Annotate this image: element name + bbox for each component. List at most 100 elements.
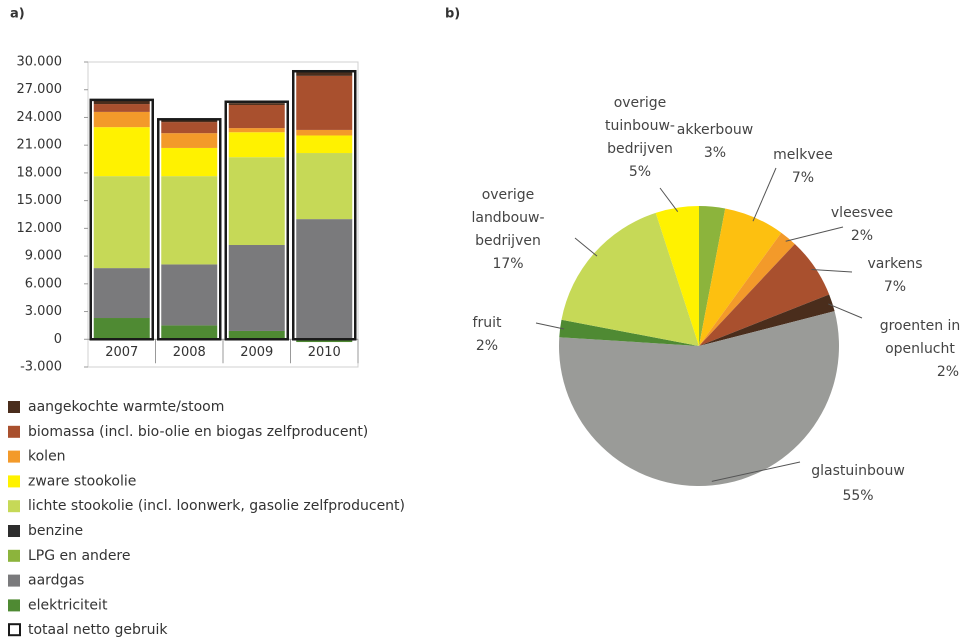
- slice-label: overige: [614, 95, 667, 111]
- bar-segment: [93, 99, 150, 105]
- slice-value-label: 55%: [842, 488, 873, 504]
- slice-label: bedrijven: [475, 233, 541, 249]
- bar-segment: [93, 268, 150, 319]
- panel-label: b): [445, 7, 460, 22]
- y-tick-label: 30.000: [17, 55, 63, 70]
- leader-line: [828, 303, 863, 319]
- legend-swatch: [8, 574, 20, 587]
- bar-segment: [296, 129, 353, 136]
- leader-line: [574, 237, 598, 257]
- legend-swatch: [8, 425, 20, 438]
- bar-segment: [161, 264, 218, 326]
- pie-slice: [699, 243, 830, 346]
- x-tick-label: 2009: [240, 345, 273, 360]
- legend-swatch: [8, 500, 20, 513]
- pie-slice: [655, 206, 699, 346]
- bar-segment: [296, 219, 353, 340]
- bar-segment: [161, 133, 218, 148]
- leader-line: [659, 187, 679, 212]
- slice-value-label: 7%: [884, 279, 906, 295]
- legend-label: elektriciteit: [28, 597, 108, 613]
- legend-label: lichte stookolie (incl. loonwerk, gasoli…: [28, 498, 405, 514]
- pie-slice: [699, 208, 782, 346]
- bar-segment: [93, 111, 150, 128]
- leader-line: [811, 269, 853, 273]
- slice-value-label: 3%: [704, 145, 726, 161]
- slice-value-label: 5%: [629, 164, 651, 180]
- bar-segment: [161, 147, 218, 177]
- bar-segment: [93, 176, 150, 269]
- legend-label: LPG en andere: [28, 548, 131, 564]
- bar-segment: [296, 75, 353, 130]
- legend-label: aangekochte warmte/stoom: [28, 399, 224, 415]
- bar-segment: [161, 122, 218, 134]
- slice-label: fruit: [473, 315, 502, 331]
- bar-segment: [228, 104, 285, 129]
- bar-segment: [228, 157, 285, 245]
- y-tick-label: 3.000: [25, 304, 62, 319]
- y-tick-label: 27.000: [17, 82, 63, 97]
- slice-label: varkens: [867, 256, 922, 272]
- bar-segment: [228, 132, 285, 158]
- bar-segment: [93, 104, 150, 112]
- slice-label: vleesvee: [831, 205, 893, 221]
- legend-label: totaal netto gebruik: [28, 622, 168, 638]
- y-tick-label: 24.000: [17, 110, 63, 125]
- slice-label: melkvee: [773, 147, 833, 163]
- y-tick-label: 12.000: [17, 221, 63, 236]
- bar-segment: [161, 120, 218, 123]
- y-tick-label: 9.000: [25, 249, 62, 264]
- legend-label: kolen: [28, 449, 66, 465]
- x-tick-label: 2007: [105, 345, 138, 360]
- plot-frame: [87, 61, 359, 368]
- slice-value-label: 2%: [937, 364, 959, 380]
- bar-segment: [296, 72, 353, 76]
- legend-swatch: [8, 475, 20, 488]
- slice-value-label: 2%: [851, 228, 873, 244]
- legend-swatch: [8, 549, 20, 562]
- slice-label: overige: [482, 187, 535, 203]
- y-tick-label: -3.000: [20, 360, 62, 375]
- slice-label: akkerbouw: [677, 122, 753, 138]
- legend-label: zware stookolie: [28, 473, 136, 489]
- bar-segment: [296, 153, 353, 220]
- x-tick-label: 2010: [308, 345, 341, 360]
- slice-label: tuinbouw-: [605, 118, 675, 134]
- bar-segment: [228, 103, 285, 105]
- leader-line: [785, 226, 844, 242]
- legend-label: aardgas: [28, 573, 84, 589]
- pie-slice: [561, 212, 699, 346]
- bar-segment: [93, 127, 150, 177]
- legend-swatch: [8, 450, 20, 463]
- y-tick-label: 0: [54, 332, 62, 347]
- legend-swatch: [8, 623, 21, 637]
- slice-label: openlucht: [885, 341, 955, 357]
- legend-swatch: [8, 599, 20, 612]
- bar-segment: [296, 135, 353, 154]
- slice-value-label: 17%: [492, 256, 523, 272]
- y-tick-label: 18.000: [17, 165, 63, 180]
- x-tick-label: 2008: [173, 345, 206, 360]
- slice-value-label: 7%: [792, 170, 814, 186]
- slice-label: landbouw-: [471, 210, 544, 226]
- total-box: [292, 69, 357, 341]
- legend-swatch: [8, 401, 20, 413]
- leader-line: [535, 322, 565, 330]
- bar-segment: [228, 245, 285, 331]
- total-box: [89, 98, 154, 341]
- y-tick-label: 6.000: [25, 276, 62, 291]
- slice-label: groenten in: [880, 318, 961, 334]
- legend-swatch: [8, 525, 20, 537]
- slice-label: glastuinbouw: [811, 463, 905, 479]
- bar-segment: [228, 128, 285, 133]
- legend-label: biomassa (incl. bio-olie en biogas zelfp…: [28, 424, 368, 440]
- leader-line: [711, 461, 801, 482]
- pie-slice: [699, 206, 726, 346]
- bar-segment: [93, 318, 150, 340]
- pie-slice: [699, 294, 835, 346]
- leader-line: [752, 167, 777, 222]
- bar-segment: [228, 330, 285, 340]
- pie-slice: [699, 232, 795, 346]
- total-box: [224, 100, 289, 341]
- slice-value-label: 2%: [476, 338, 498, 354]
